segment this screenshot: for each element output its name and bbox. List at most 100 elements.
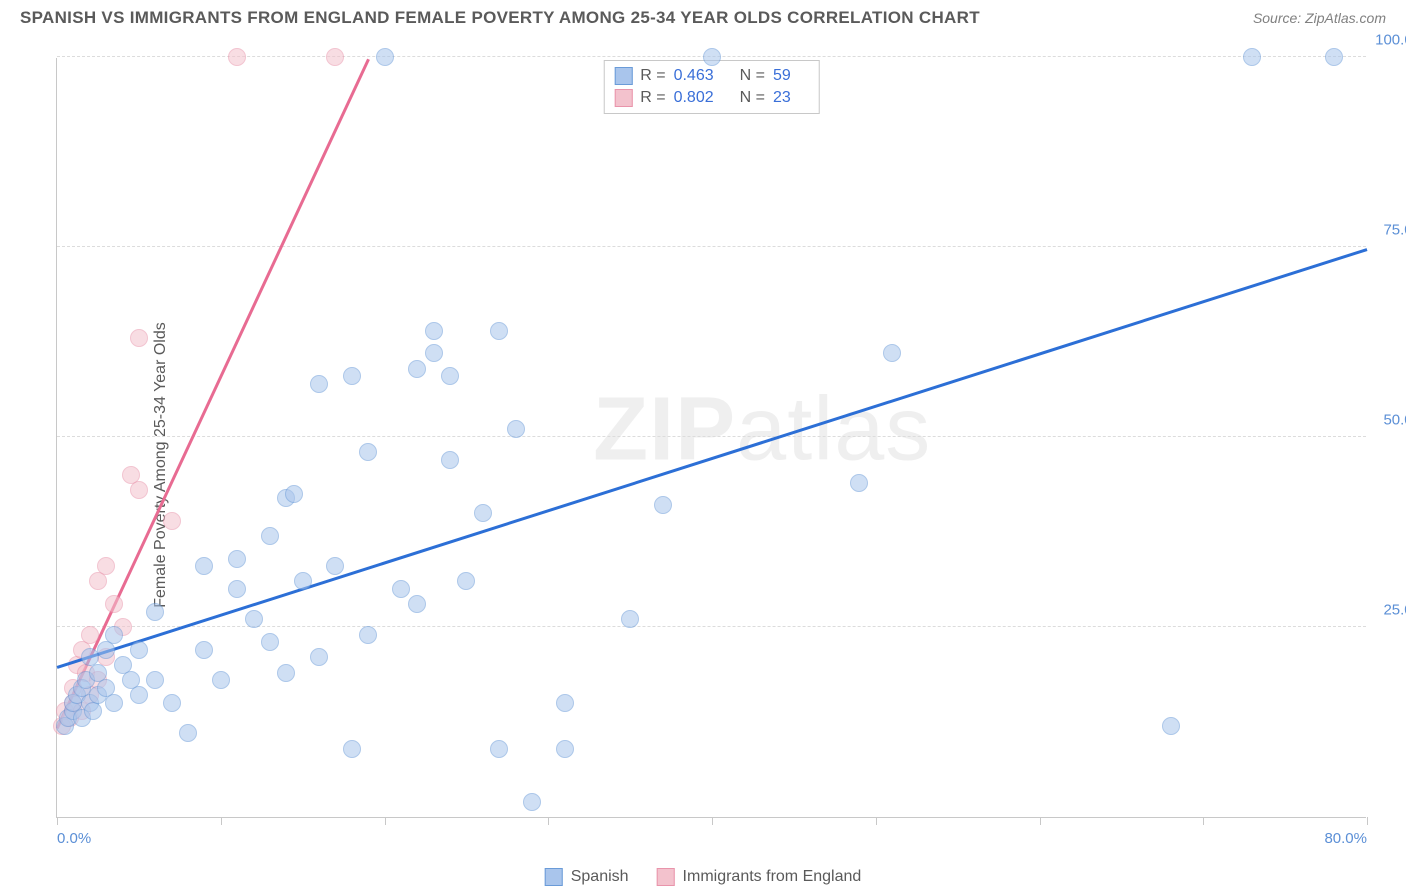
stats-row-england: R = 0.802 N = 23 — [614, 87, 809, 109]
data-point-spanish — [850, 474, 868, 492]
data-point-spanish — [359, 443, 377, 461]
data-point-spanish — [310, 648, 328, 666]
data-point-spanish — [474, 504, 492, 522]
stat-n-label: N = — [740, 67, 765, 85]
data-point-spanish — [703, 48, 721, 66]
data-point-england — [130, 481, 148, 499]
legend-item-england: Immigrants from England — [657, 868, 862, 886]
x-tick — [1040, 817, 1041, 825]
stat-r-england: 0.802 — [674, 89, 714, 107]
data-point-spanish — [146, 671, 164, 689]
data-point-spanish — [408, 595, 426, 613]
data-point-spanish — [654, 496, 672, 514]
data-point-spanish — [261, 527, 279, 545]
data-point-spanish — [556, 694, 574, 712]
stat-r-spanish: 0.463 — [674, 67, 714, 85]
data-point-england — [326, 48, 344, 66]
data-point-spanish — [277, 664, 295, 682]
data-point-spanish — [523, 793, 541, 811]
chart-title: SPANISH VS IMMIGRANTS FROM ENGLAND FEMAL… — [20, 8, 980, 28]
data-point-spanish — [507, 420, 525, 438]
legend-label-england: Immigrants from England — [683, 868, 862, 886]
data-point-england — [163, 512, 181, 530]
chart-container: Female Poverty Among 25-34 Year Olds ZIP… — [0, 38, 1406, 892]
data-point-spanish — [261, 633, 279, 651]
data-point-england — [105, 595, 123, 613]
x-tick — [221, 817, 222, 825]
watermark-thin: atlas — [736, 379, 931, 479]
trend-line-england — [56, 59, 369, 729]
data-point-spanish — [457, 572, 475, 590]
data-point-spanish — [1325, 48, 1343, 66]
watermark: ZIPatlas — [593, 378, 931, 481]
data-point-spanish — [130, 686, 148, 704]
data-point-spanish — [621, 610, 639, 628]
trend-line-spanish — [57, 248, 1368, 668]
x-tick — [876, 817, 877, 825]
data-point-spanish — [425, 344, 443, 362]
data-point-spanish — [490, 740, 508, 758]
data-point-spanish — [1243, 48, 1261, 66]
data-point-spanish — [376, 48, 394, 66]
x-tick — [712, 817, 713, 825]
data-point-spanish — [441, 367, 459, 385]
data-point-spanish — [359, 626, 377, 644]
data-point-spanish — [195, 641, 213, 659]
data-point-spanish — [883, 344, 901, 362]
stat-r-label: R = — [640, 67, 665, 85]
data-point-spanish — [310, 375, 328, 393]
swatch-england — [657, 868, 675, 886]
stat-n-label: N = — [740, 89, 765, 107]
data-point-spanish — [195, 557, 213, 575]
stat-n-spanish: 59 — [773, 67, 791, 85]
data-point-spanish — [130, 641, 148, 659]
data-point-spanish — [212, 671, 230, 689]
bottom-legend: Spanish Immigrants from England — [545, 868, 862, 886]
legend-label-spanish: Spanish — [571, 868, 629, 886]
swatch-england — [614, 89, 632, 107]
data-point-england — [81, 626, 99, 644]
data-point-spanish — [163, 694, 181, 712]
y-tick-label: 75.0% — [1383, 222, 1406, 239]
data-point-spanish — [228, 550, 246, 568]
data-point-spanish — [285, 485, 303, 503]
data-point-spanish — [441, 451, 459, 469]
source-label: Source: ZipAtlas.com — [1253, 10, 1386, 26]
data-point-spanish — [228, 580, 246, 598]
y-tick-label: 50.0% — [1383, 412, 1406, 429]
swatch-spanish — [545, 868, 563, 886]
data-point-spanish — [105, 626, 123, 644]
x-tick — [548, 817, 549, 825]
data-point-spanish — [556, 740, 574, 758]
data-point-spanish — [105, 694, 123, 712]
x-tick — [385, 817, 386, 825]
x-tick-label: 0.0% — [57, 830, 91, 847]
data-point-spanish — [179, 724, 197, 742]
gridline — [57, 436, 1366, 437]
data-point-spanish — [343, 367, 361, 385]
legend-item-spanish: Spanish — [545, 868, 629, 886]
data-point-spanish — [408, 360, 426, 378]
data-point-spanish — [1162, 717, 1180, 735]
data-point-spanish — [392, 580, 410, 598]
stat-n-england: 23 — [773, 89, 791, 107]
x-tick — [57, 817, 58, 825]
stats-legend: R = 0.463 N = 59 R = 0.802 N = 23 — [603, 60, 820, 114]
data-point-spanish — [245, 610, 263, 628]
data-point-england — [97, 557, 115, 575]
data-point-spanish — [490, 322, 508, 340]
data-point-spanish — [294, 572, 312, 590]
stat-r-label: R = — [640, 89, 665, 107]
y-tick-label: 25.0% — [1383, 602, 1406, 619]
x-tick — [1367, 817, 1368, 825]
data-point-england — [228, 48, 246, 66]
y-tick-label: 100.0% — [1375, 32, 1406, 49]
plot-area: ZIPatlas R = 0.463 N = 59 R = 0.802 N = … — [56, 58, 1366, 818]
gridline — [57, 246, 1366, 247]
data-point-spanish — [343, 740, 361, 758]
x-tick — [1203, 817, 1204, 825]
watermark-bold: ZIP — [593, 379, 736, 479]
swatch-spanish — [614, 67, 632, 85]
x-tick-label: 80.0% — [1324, 830, 1367, 847]
stats-row-spanish: R = 0.463 N = 59 — [614, 65, 809, 87]
